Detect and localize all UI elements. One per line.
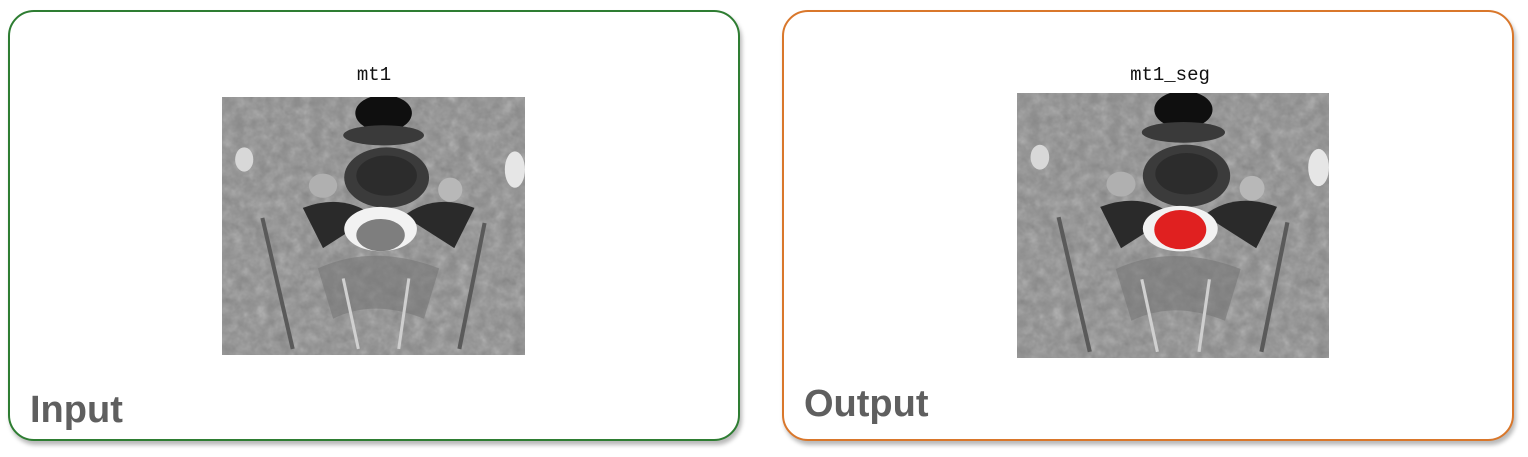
output-image-title: mt1_seg — [1130, 64, 1210, 86]
input-panel: mt1 — [8, 10, 740, 441]
output-panel: mt1_seg — [782, 10, 1514, 441]
spinal-cord-segmentation — [1154, 209, 1207, 250]
output-mri-image — [1017, 93, 1329, 358]
input-image-title: mt1 — [356, 64, 392, 86]
input-caption: Input — [30, 389, 123, 431]
output-caption: Output — [804, 383, 929, 425]
input-mri-image — [222, 97, 525, 355]
